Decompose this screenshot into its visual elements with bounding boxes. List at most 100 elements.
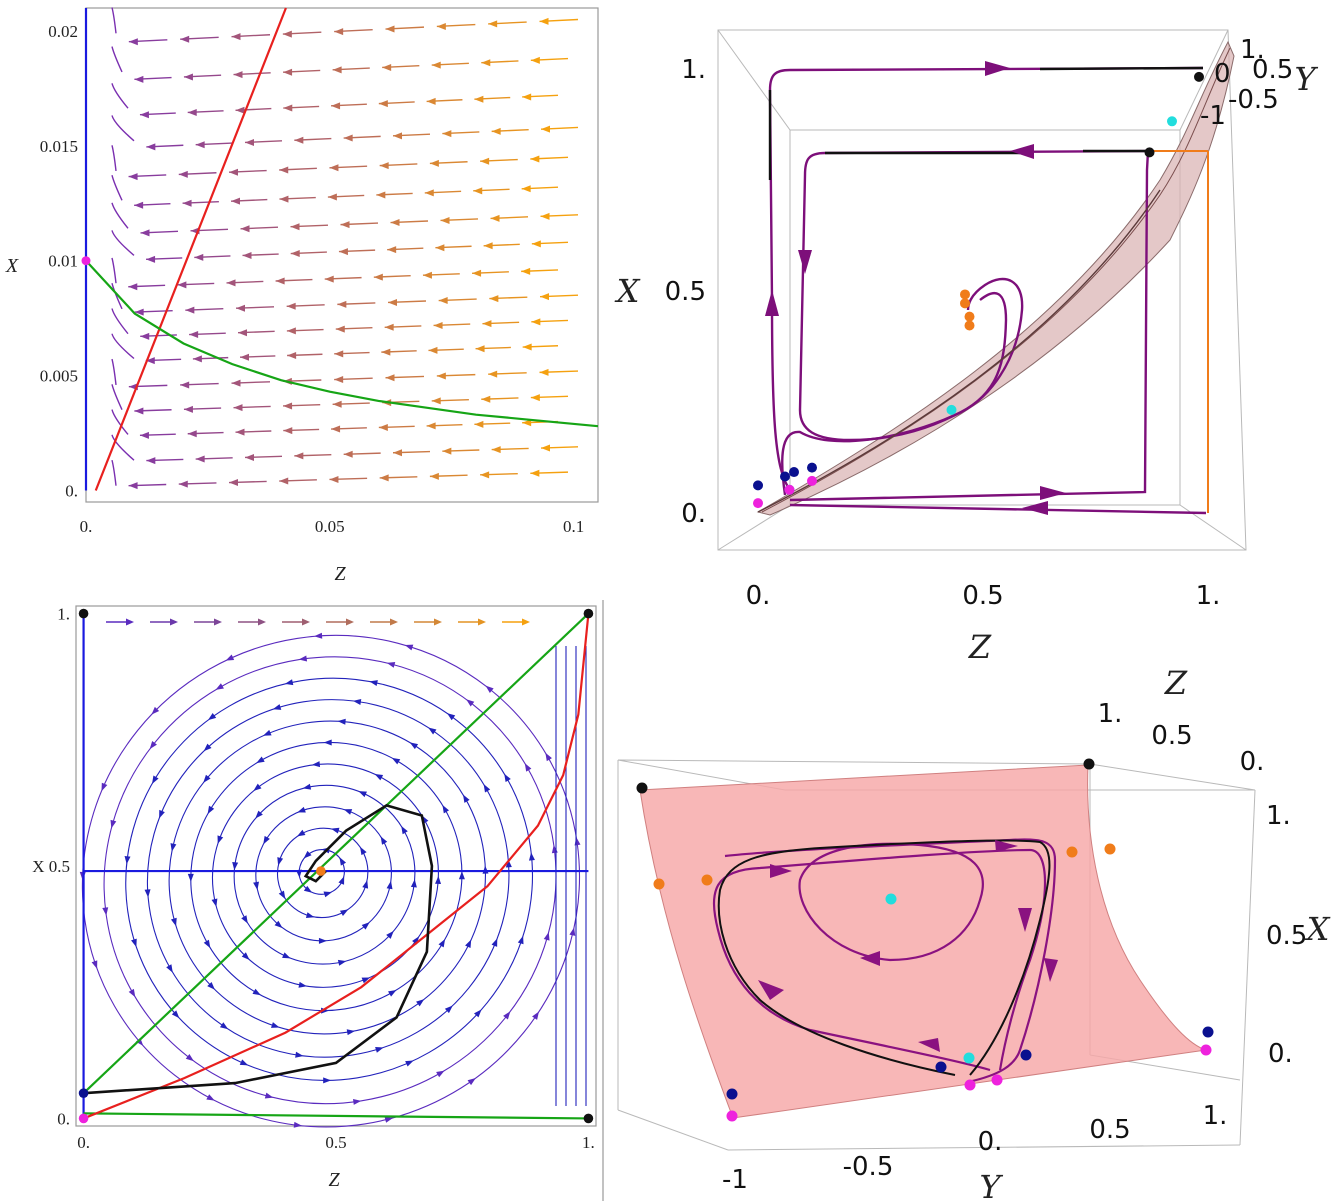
streamline-arrow <box>442 447 452 455</box>
streamline-arrow <box>294 136 304 144</box>
streamline-arrow-group <box>361 977 371 984</box>
streamline-arrow <box>386 930 394 939</box>
streamline-arrow <box>334 28 344 36</box>
streamline-arrow <box>323 1077 332 1084</box>
streamline-arrow <box>311 761 321 768</box>
panel1-vector-field <box>111 7 579 490</box>
streamline-curve <box>111 459 117 486</box>
streamline-curve <box>111 308 129 335</box>
streamline-arrow <box>159 809 165 819</box>
streamline-arrow-group <box>369 680 378 687</box>
streamline-arrow-group <box>409 742 419 750</box>
panel4-y-tick-label: 0. <box>1268 1039 1293 1069</box>
panel4-point-cyan <box>885 893 897 905</box>
streamline-arrow-group <box>337 718 346 725</box>
streamline-arrow <box>283 427 293 435</box>
streamline-arrow <box>128 283 138 291</box>
streamline-arrow <box>302 783 312 790</box>
streamline-arrow <box>253 881 260 891</box>
panel3-point-orange <box>964 320 975 331</box>
streamline-arrow-group <box>207 805 215 815</box>
streamline-arrow <box>139 431 149 439</box>
panel4-invariant-surface <box>639 764 1207 1119</box>
panel2-point-black <box>583 1113 594 1124</box>
streamline-arrow <box>235 106 245 114</box>
panel2-point-black <box>583 608 594 619</box>
streamline-arrow <box>334 350 344 358</box>
streamline-arrow <box>352 699 362 705</box>
panel4-point-magenta <box>991 1074 1003 1086</box>
streamline-arrow <box>245 138 254 146</box>
streamline-arrow <box>324 275 334 283</box>
streamline-arrow <box>465 939 472 949</box>
streamline-arrow <box>131 938 137 948</box>
streamline-arrow <box>233 404 243 412</box>
streamline-arrow <box>379 474 389 482</box>
streamline-arrow-group <box>473 1009 482 1018</box>
panel4-point-orange <box>653 878 665 890</box>
streamline-arrow <box>203 939 211 949</box>
streamline-arrow <box>151 706 160 715</box>
streamline-arrow <box>226 279 236 287</box>
streamline-arrow-group <box>524 763 532 772</box>
panel2-point-orange <box>316 866 326 876</box>
streamline-arrow <box>475 345 485 353</box>
streamline-arrow <box>335 325 345 333</box>
panel3-invariant-surface <box>756 40 1235 516</box>
panel2-vector-field <box>79 618 587 1128</box>
streamline-arrow <box>231 197 240 205</box>
streamline-arrow <box>272 704 282 710</box>
arrow-marker <box>995 840 1018 852</box>
streamline-arrow-group <box>361 922 370 930</box>
streamline-arrow <box>124 855 131 865</box>
streamline-arrow-group <box>504 773 511 783</box>
streamline-arrow-group <box>401 825 408 835</box>
panel4-point-orange <box>1066 846 1078 858</box>
streamline-arrow <box>521 185 531 193</box>
streamline-arrow <box>339 857 347 866</box>
streamline-arrow-group <box>284 679 294 686</box>
panel2-point-navy <box>78 1088 89 1098</box>
streamline-arrow <box>416 999 425 1007</box>
panel4-x-tick-label: -0.5 <box>843 1152 894 1182</box>
panel-3d-view-front: 0. 0.5 1. 0.0.51. 1.0.50-0.5-1 Z X Y <box>614 29 1318 666</box>
streamline-arrow <box>303 850 312 859</box>
streamline-arrow <box>275 277 285 285</box>
streamline-arrow <box>458 871 465 880</box>
streamline-arrow-group <box>203 743 212 752</box>
streamline-arrow <box>327 193 337 201</box>
streamline-arrow <box>286 327 296 335</box>
streamline-arrow-group <box>159 809 165 819</box>
panel4-point-magenta <box>1200 1044 1212 1056</box>
streamline-arrow-group <box>187 873 194 882</box>
streamline-arrow <box>144 889 151 898</box>
streamline-arrow <box>145 357 155 365</box>
streamline-arrow <box>182 199 192 207</box>
streamline-arrow <box>482 320 492 328</box>
streamline-arrow <box>217 835 224 844</box>
streamline-arrow <box>343 809 353 815</box>
streamline-arrow-group <box>386 662 396 668</box>
streamline-arrow <box>393 449 402 457</box>
streamline-arrow <box>467 1078 476 1086</box>
streamline-arrow <box>375 1046 384 1053</box>
streamline-arrow <box>436 1070 445 1078</box>
streamline-arrow-group <box>225 654 235 661</box>
streamline-arrow <box>545 752 552 762</box>
panel1-y-tick-label: 0.005 <box>40 367 78 386</box>
arrow-marker <box>1010 144 1034 159</box>
panel4-box-edge <box>617 1109 729 1151</box>
streamline-arrow <box>229 479 238 487</box>
streamline-arrow <box>374 774 384 781</box>
streamline-arrow <box>337 959 347 966</box>
streamline-arrow <box>211 898 218 907</box>
streamline-arrow-group <box>298 981 307 988</box>
streamline-arrow-group <box>241 952 250 960</box>
streamline-arrow <box>185 306 195 314</box>
panel3-black-segment <box>1039 66 1204 71</box>
streamline-arrow <box>540 293 549 301</box>
streamline-arrow <box>504 773 511 783</box>
streamline-arrow <box>352 1098 362 1105</box>
streamline-arrow <box>166 964 173 973</box>
streamline-arrow <box>178 170 188 178</box>
